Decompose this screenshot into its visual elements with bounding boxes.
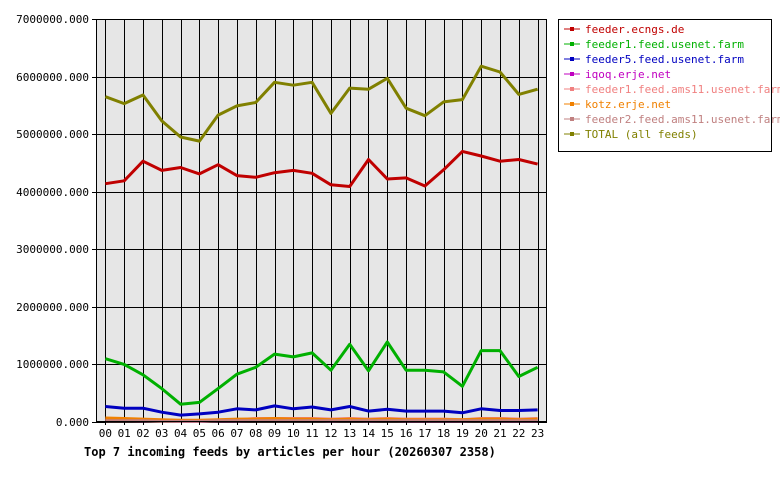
chart-title: Top 7 incoming feeds by articles per hou… [84,445,496,459]
x-tick-label: 04 [174,427,188,440]
x-tick-label: 19 [456,427,469,440]
x-tick-label: 05 [193,427,206,440]
x-axis-ticks: 00 01 02 03 04 05 06 07 08 09 10 11 12 13 14 15 16 17 18 19… [99,422,544,440]
legend-label: feeder5.feed.usenet.farm [585,53,744,66]
x-tick-label: 12 [324,427,337,440]
x-tick-label: 11 [305,427,318,440]
plot-frame [96,19,547,422]
x-tick-label: 09 [268,427,281,440]
legend-swatch-marker [570,87,574,91]
legend-swatch-marker [570,27,574,31]
x-tick-label: 01 [118,427,131,440]
y-tick-label: 3000000.000 [16,243,89,256]
legend-swatch-marker [570,117,574,121]
x-tick-label: 03 [155,427,168,440]
legend-box [558,19,772,152]
legend-label: feeder1.feed.ams11.usenet.farm [585,83,780,96]
series-line-1 [105,149,538,188]
legend-label: feeder1.feed.usenet.farm [585,38,744,51]
y-tick-label: 7000000.000 [16,13,89,26]
x-tick-label: 18 [437,427,450,440]
legend-swatch-marker [570,102,574,106]
x-tick-label: 21 [493,427,506,440]
y-tick-label: 6000000.000 [16,71,89,84]
x-tick-label: 17 [418,427,431,440]
x-tick-label: 00 [99,427,112,440]
legend-label: feeder.ecngs.de [585,23,684,36]
x-tick-label: 23 [531,427,544,440]
series-line-3 [105,404,538,417]
x-tick-label: 07 [230,427,243,440]
legend-swatch-marker [570,72,574,76]
x-tick-label: 02 [136,427,149,440]
legend-label: TOTAL (all feeds) [585,128,698,141]
x-tick-label: 14 [362,427,376,440]
y-tick-label: 1000000.000 [16,358,89,371]
legend-label: kotz.erje.net [585,98,671,111]
y-tick-label: 0.000 [56,416,89,429]
x-tick-label: 06 [212,427,225,440]
y-axis-ticks: 0.000 1000000.000 2000000.000 3000000.000 40… [16,13,96,429]
x-tick-label: 15 [381,427,394,440]
x-tick-label: 13 [343,427,356,440]
x-tick-label: 10 [287,427,300,440]
plot-area [96,19,547,422]
y-tick-label: 5000000.000 [16,128,89,141]
x-tick-label: 22 [512,427,525,440]
legend: feeder.ecngs.de feeder1.feed.usenet.farm f… [558,19,780,152]
legend-label: feeder2.feed.ams11.usenet.farm [585,113,780,126]
x-tick-label: 16 [399,427,412,440]
y-tick-label: 4000000.000 [16,186,89,199]
y-tick-label: 2000000.000 [16,301,89,314]
series-line-2 [104,340,539,406]
legend-swatch-marker [570,132,574,136]
x-tick-label: 20 [475,427,488,440]
x-tick-label: 08 [249,427,262,440]
legend-swatch-marker [570,42,574,46]
series-line-8 [104,64,538,143]
legend-swatch-marker [570,57,574,61]
legend-label: iqoq.erje.net [585,68,671,81]
